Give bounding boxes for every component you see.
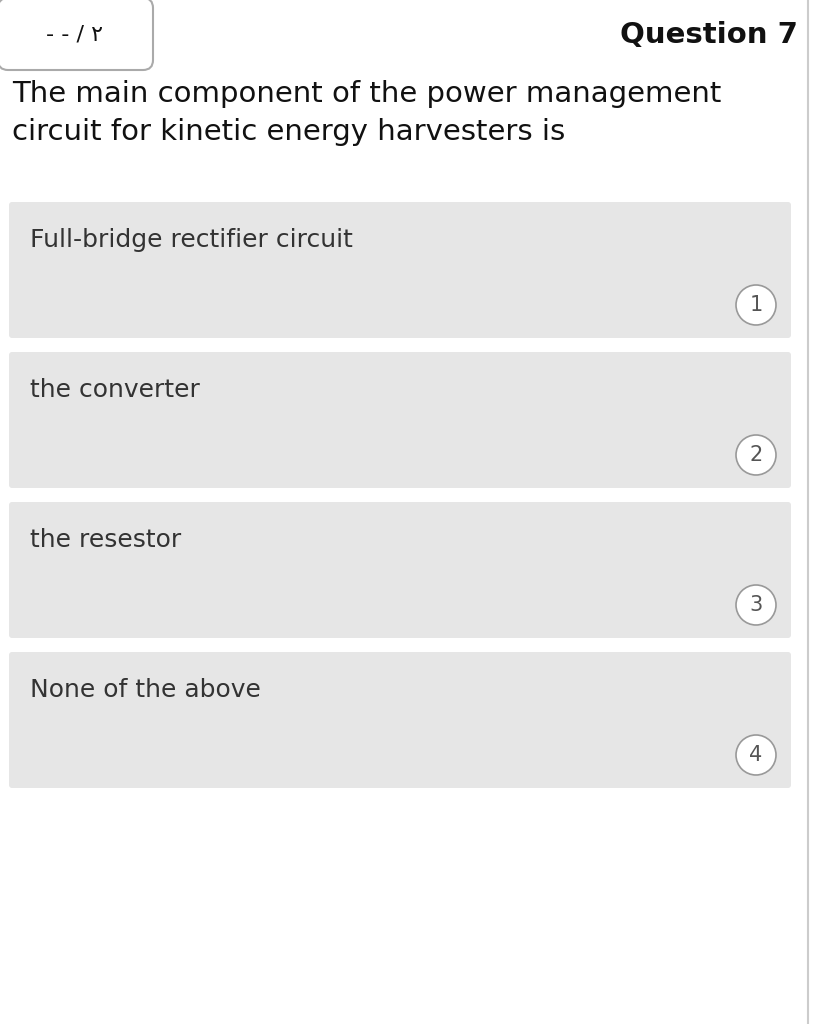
- Text: The main component of the power management
circuit for kinetic energy harvesters: The main component of the power manageme…: [12, 80, 722, 145]
- FancyBboxPatch shape: [9, 352, 791, 488]
- Circle shape: [736, 585, 776, 625]
- FancyBboxPatch shape: [9, 502, 791, 638]
- Circle shape: [736, 435, 776, 475]
- Text: 1: 1: [750, 295, 763, 315]
- Text: 4: 4: [750, 745, 763, 765]
- Circle shape: [736, 285, 776, 325]
- Text: None of the above: None of the above: [30, 678, 261, 702]
- Text: Full-bridge rectifier circuit: Full-bridge rectifier circuit: [30, 228, 353, 252]
- Text: the resestor: the resestor: [30, 528, 181, 552]
- FancyBboxPatch shape: [9, 652, 791, 788]
- Text: - - / ٢: - - / ٢: [47, 25, 104, 45]
- Text: the converter: the converter: [30, 378, 200, 402]
- Text: 3: 3: [750, 595, 763, 615]
- Text: Question 7: Question 7: [620, 22, 798, 49]
- Text: 2: 2: [750, 445, 763, 465]
- FancyBboxPatch shape: [9, 202, 791, 338]
- Circle shape: [736, 735, 776, 775]
- FancyBboxPatch shape: [0, 0, 153, 70]
